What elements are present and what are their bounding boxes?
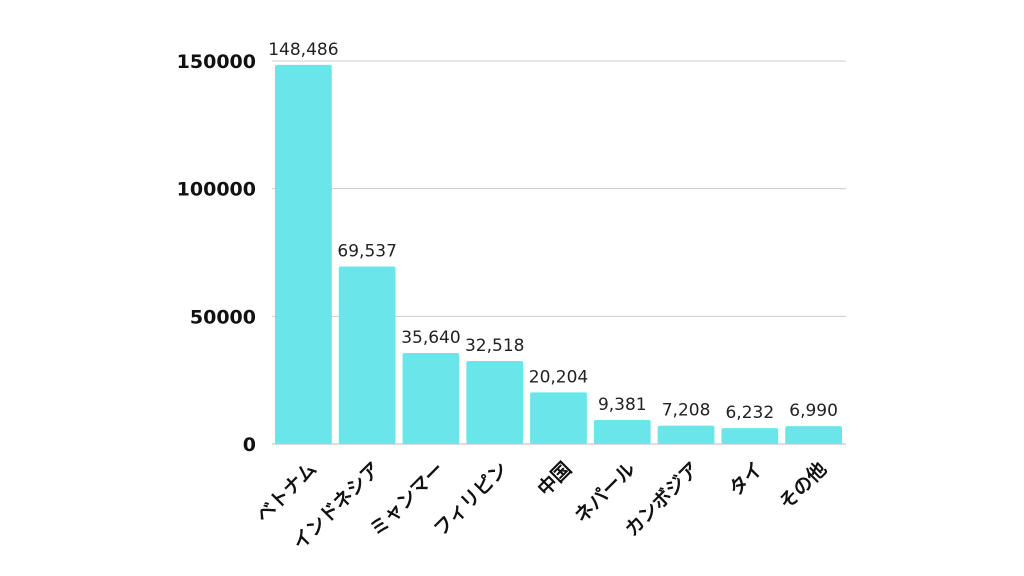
y-tick-label: 100000 <box>177 179 256 201</box>
y-tick-label: 150000 <box>177 51 256 73</box>
bar-value-label: 148,486 <box>268 40 338 60</box>
bar-value-label: 9,381 <box>598 395 647 415</box>
x-tick-label: 中国 <box>533 457 576 500</box>
x-tick-label: タイ <box>725 458 767 500</box>
bar <box>275 64 332 444</box>
bar-value-label: 32,518 <box>465 336 524 356</box>
bar <box>530 392 587 444</box>
bar <box>721 428 779 444</box>
bar <box>402 352 460 444</box>
bar <box>657 425 715 444</box>
y-tick-label: 0 <box>243 434 256 456</box>
bar <box>466 360 524 444</box>
bar-value-label: 6,232 <box>725 403 774 423</box>
bar-value-label: 7,208 <box>662 401 711 421</box>
x-tick-label: その他 <box>775 457 832 514</box>
bar-value-label: 20,204 <box>529 367 588 387</box>
bar-value-label: 35,640 <box>401 328 460 348</box>
bar <box>593 420 651 444</box>
bar <box>338 266 396 444</box>
bar <box>785 426 842 444</box>
bar-value-label: 69,537 <box>337 241 396 261</box>
bar-value-label: 6,990 <box>789 401 838 421</box>
y-tick-label: 50000 <box>190 306 256 328</box>
bars <box>275 64 842 444</box>
y-axis: 0 50000 100000 150000 <box>177 51 256 456</box>
